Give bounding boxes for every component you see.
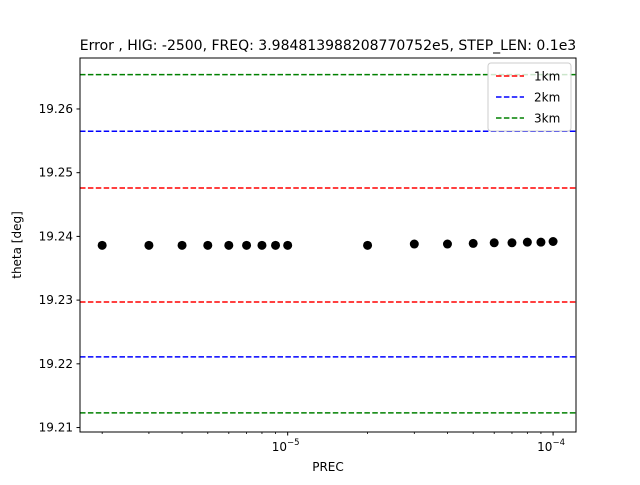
legend-label-3km: 3km	[534, 112, 560, 126]
data-point-4	[224, 240, 234, 250]
data-point-17	[548, 236, 558, 246]
legend: 1km 2km 3km	[487, 62, 572, 132]
y-tick-label-1: 19.22	[39, 357, 73, 371]
y-tick-label-2: 19.23	[39, 293, 73, 307]
data-point-3	[203, 240, 213, 250]
data-point-14	[507, 238, 517, 248]
data-point-16	[536, 237, 546, 247]
legend-label-2km: 2km	[534, 91, 560, 105]
x-axis: 10−5 10−4	[101, 432, 565, 454]
x-axis-label: PREC	[312, 460, 344, 474]
y-tick-label-3: 19.24	[39, 229, 73, 243]
x-tick-label-1: 10−4	[537, 438, 565, 454]
y-tick-label-4: 19.25	[39, 166, 73, 180]
y-tick-label-0: 19.21	[39, 421, 73, 435]
x-tick-label-0: 10−5	[272, 438, 300, 454]
reference-lines	[80, 73, 576, 414]
data-point-8	[283, 240, 293, 250]
data-point-6	[257, 240, 267, 250]
data-point-9	[363, 240, 373, 250]
y-tick-label-5: 19.26	[39, 102, 73, 116]
y-axis-label: theta [deg]	[10, 211, 24, 279]
data-point-15	[522, 237, 532, 247]
y-axis: 19.21 19.22 19.23 19.24 19.25 19.26	[39, 102, 80, 435]
data-point-12	[468, 238, 478, 248]
data-point-5	[242, 240, 252, 250]
legend-box	[487, 62, 572, 132]
data-point-11	[442, 239, 452, 249]
legend-label-1km: 1km	[534, 70, 560, 84]
data-point-1	[144, 240, 154, 250]
chart-title: Error , HIG: -2500, FREQ: 3.984813988208…	[80, 38, 576, 54]
data-points	[97, 236, 558, 250]
data-point-13	[489, 238, 499, 248]
data-point-2	[177, 240, 187, 250]
data-point-0	[97, 240, 107, 250]
data-point-10	[409, 239, 419, 249]
plot-frame	[79, 57, 577, 433]
data-point-7	[271, 240, 281, 250]
